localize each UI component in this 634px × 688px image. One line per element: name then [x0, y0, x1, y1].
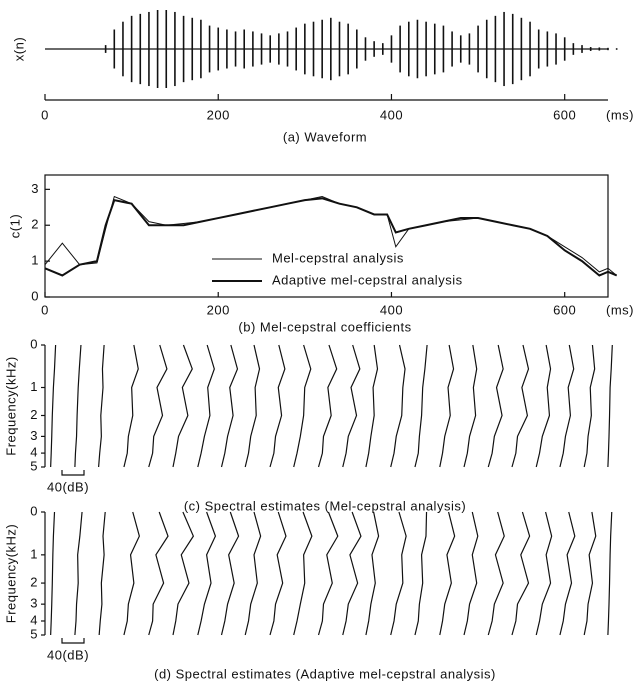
- spectrum-frame: [536, 512, 551, 635]
- scale-bar: [62, 470, 84, 475]
- caption: (d) Spectral estimates (Adaptive mel-cep…: [154, 666, 496, 681]
- spectrum-frame: [488, 345, 503, 467]
- spectrum-frame: [75, 345, 81, 467]
- spectrum-frame: [222, 512, 239, 635]
- spectrum-frame: [584, 345, 594, 467]
- x-tick-label: 0: [41, 107, 49, 122]
- spectrum-frame: [366, 345, 378, 467]
- spectrum-frame: [415, 512, 427, 635]
- spectrum-frame: [440, 512, 455, 635]
- y-tick-label: 0: [31, 288, 39, 303]
- y-tick-label: 5: [30, 458, 38, 473]
- scale-label: 40(dB): [47, 479, 89, 494]
- spectrum-frame: [173, 345, 192, 467]
- spectrum-frame: [560, 345, 574, 467]
- x-tick-label: 600: [553, 302, 576, 317]
- spectrum-frame: [245, 512, 260, 635]
- y-tick-label: 3: [30, 428, 38, 443]
- y-tick-label: 3: [30, 596, 38, 611]
- y-tick-label: 0: [30, 336, 38, 351]
- spectrum-frame: [584, 512, 596, 635]
- y-tick-label: 2: [30, 407, 38, 422]
- spectrum-frame: [198, 345, 215, 467]
- x-unit-label: (ms): [606, 302, 634, 317]
- spectrum-frame: [149, 512, 168, 635]
- spectrum-frame: [99, 345, 105, 467]
- y-tick-label: 1: [30, 546, 38, 561]
- y-tick-label: 2: [31, 217, 39, 232]
- spectrum-frame: [51, 512, 55, 635]
- y-axis-label: Frequency(kHz): [3, 356, 18, 455]
- x-tick-label: 400: [380, 302, 403, 317]
- spectrum-frame: [124, 512, 139, 635]
- spectrum-frame: [222, 345, 238, 467]
- x-unit-label: (ms): [606, 107, 634, 122]
- spectrum-frame: [319, 512, 338, 635]
- spectrum-frame: [294, 512, 312, 635]
- y-tick-label: 2: [30, 575, 38, 590]
- spectrum-frame: [512, 345, 529, 467]
- y-tick-label: 5: [30, 626, 38, 641]
- spectrum-frame: [512, 512, 530, 635]
- spectrum-frame: [198, 512, 216, 635]
- spectrum-frame: [245, 345, 259, 467]
- caption: (c) Spectral estimates (Mel-cepstral ana…: [184, 498, 466, 513]
- y-axis-label: x(n): [11, 37, 26, 61]
- y-tick-label: 1: [30, 379, 38, 394]
- spectrum-frame: [391, 512, 406, 635]
- spectrum-frame: [366, 512, 379, 635]
- spectrum-frame: [464, 512, 478, 635]
- spectrum-frame: [415, 345, 427, 467]
- scale-label: 40(dB): [47, 647, 89, 662]
- spectrum-frame: [124, 345, 138, 467]
- spectrum-frame: [270, 512, 286, 635]
- x-tick-label: 400: [380, 107, 403, 122]
- x-tick-label: 0: [41, 302, 49, 317]
- caption: (b) Mel-cepstral coefficients: [238, 319, 411, 334]
- x-tick-label: 200: [207, 302, 230, 317]
- spectrum-frame: [391, 345, 405, 467]
- spectrum-frame: [294, 345, 311, 467]
- scale-bar: [62, 638, 84, 643]
- spectrum-frame: [99, 512, 105, 635]
- spectrum-frame: [343, 512, 361, 635]
- spectrum-frame: [536, 345, 550, 467]
- spectrum-frame: [319, 345, 337, 467]
- x-tick-label: 200: [207, 107, 230, 122]
- y-tick-label: 4: [30, 445, 38, 460]
- figure: x(n)0200400600(ms)(a) Waveformc(1)012302…: [0, 0, 634, 683]
- spectrum-frame: [560, 512, 575, 635]
- y-tick-label: 1: [31, 253, 39, 268]
- spectrum-frame: [51, 345, 56, 467]
- spectrum-frame: [75, 512, 82, 635]
- y-tick-label: 0: [30, 503, 38, 518]
- y-axis-label: Frequency(kHz): [3, 524, 18, 623]
- x-tick-label: 600: [553, 107, 576, 122]
- spectrum-frame: [173, 512, 193, 635]
- spectrum-frame: [343, 345, 360, 467]
- caption: (a) Waveform: [283, 129, 367, 144]
- spectrum-frame: [440, 345, 454, 467]
- spectrum-frame: [270, 345, 285, 467]
- legend-label: Mel-cepstral analysis: [272, 250, 404, 265]
- spectrum-frame: [149, 345, 167, 467]
- y-tick-label: 4: [30, 612, 38, 627]
- legend-label: Adaptive mel-cepstral analysis: [272, 272, 463, 287]
- y-axis-label: c(1): [7, 214, 22, 238]
- spectrum-frame: [608, 345, 612, 467]
- spectrum-frame: [488, 512, 504, 635]
- spectrum-frame: [608, 512, 612, 635]
- y-tick-label: 3: [31, 181, 39, 196]
- spectrum-frame: [464, 345, 477, 467]
